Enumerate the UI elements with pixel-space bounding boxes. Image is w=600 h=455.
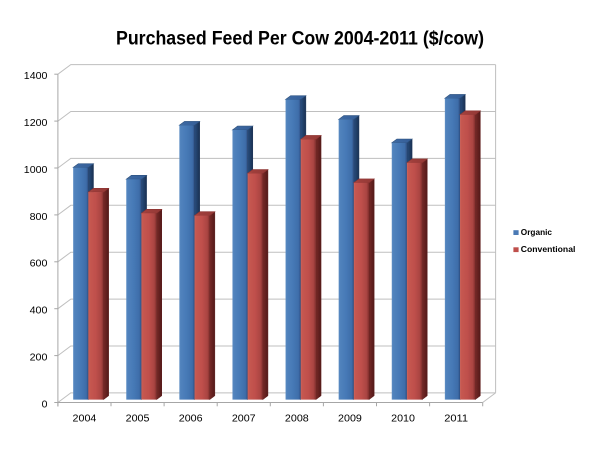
svg-text:200: 200 — [30, 353, 48, 364]
svg-text:2008: 2008 — [285, 413, 309, 424]
svg-text:2011: 2011 — [444, 413, 468, 424]
svg-text:1000: 1000 — [24, 165, 48, 176]
svg-text:0: 0 — [42, 399, 48, 410]
svg-text:2010: 2010 — [391, 413, 415, 424]
svg-text:2009: 2009 — [338, 413, 362, 424]
svg-text:1200: 1200 — [24, 118, 48, 129]
svg-text:800: 800 — [30, 212, 48, 223]
svg-text:Conventional: Conventional — [521, 245, 576, 254]
svg-text:400: 400 — [30, 306, 48, 317]
svg-text:2004: 2004 — [73, 413, 97, 424]
svg-text:2005: 2005 — [126, 413, 150, 424]
svg-text:2007: 2007 — [232, 413, 256, 424]
svg-text:600: 600 — [30, 259, 48, 270]
svg-text:Purchased Feed Per Cow 2004-20: Purchased Feed Per Cow 2004-2011 ($/cow) — [116, 28, 484, 50]
svg-text:Organic: Organic — [521, 228, 553, 237]
svg-text:2006: 2006 — [179, 413, 203, 424]
svg-text:1400: 1400 — [24, 71, 48, 82]
